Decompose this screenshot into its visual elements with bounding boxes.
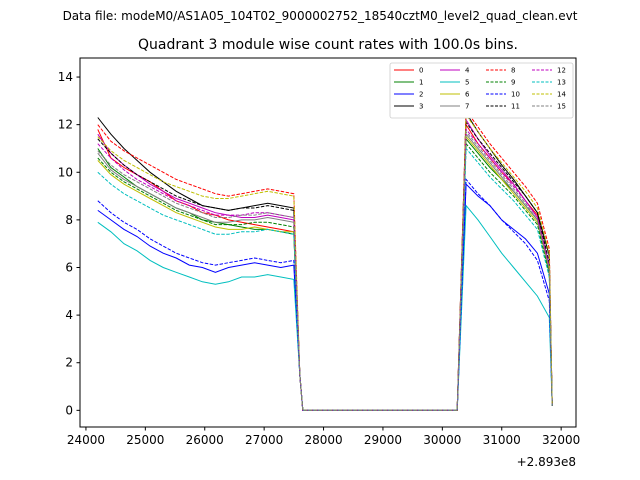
series-line-5 — [97, 204, 553, 411]
series-line-3 — [97, 111, 553, 411]
series-line-13 — [97, 147, 553, 411]
legend-label-8: 8 — [511, 67, 515, 75]
series-line-9 — [97, 142, 553, 411]
legend-label-12: 12 — [557, 67, 566, 75]
x-tick-label: 27000 — [245, 433, 283, 447]
legend-label-15: 15 — [557, 103, 566, 111]
y-tick-label: 8 — [65, 213, 73, 227]
legend-label-4: 4 — [465, 67, 470, 75]
legend-label-0: 0 — [419, 67, 423, 75]
y-tick-label: 6 — [65, 260, 73, 274]
legend-label-6: 6 — [465, 91, 470, 99]
plot-frame — [79, 57, 577, 428]
x-offset-label: +2.893e8 — [517, 455, 576, 469]
legend-box — [389, 62, 574, 119]
series-line-14 — [97, 113, 553, 411]
x-tick-label: 30000 — [423, 433, 461, 447]
x-tick-label: 32000 — [542, 433, 580, 447]
y-tick-label: 12 — [58, 118, 73, 132]
y-tick-label: 10 — [58, 165, 73, 179]
legend-label-2: 2 — [419, 91, 423, 99]
legend-label-7: 7 — [465, 103, 469, 111]
legend-label-5: 5 — [465, 79, 469, 87]
x-tick-label: 25000 — [126, 433, 164, 447]
series-line-4 — [97, 118, 553, 411]
x-tick-label: 28000 — [304, 433, 342, 447]
series-line-6 — [97, 135, 553, 411]
chart-title: Quadrant 3 module wise count rates with … — [138, 37, 518, 53]
series-line-15 — [97, 130, 553, 411]
x-tick-label: 24000 — [67, 433, 105, 447]
legend-label-10: 10 — [511, 91, 520, 99]
series-line-8 — [97, 108, 553, 411]
series-line-0 — [97, 123, 553, 411]
y-tick-label: 2 — [65, 356, 73, 370]
x-tick-label: 26000 — [186, 433, 224, 447]
legend-label-9: 9 — [511, 79, 515, 87]
legend-label-14: 14 — [557, 91, 566, 99]
legend-label-13: 13 — [557, 79, 566, 87]
axes: 24000 25000 26000 27000 28000 29000 30000 31000… — [58, 57, 580, 447]
legend-label-11: 11 — [511, 103, 520, 111]
y-tick-label: 14 — [58, 70, 73, 84]
series-line-12 — [97, 128, 553, 411]
chart-suptitle: Data file: modeM0/AS1A05_104T02_90000027… — [63, 9, 578, 23]
y-tick-label: 0 — [65, 403, 73, 417]
legend-label-1: 1 — [419, 79, 423, 87]
series-line-2 — [97, 183, 553, 411]
legend-label-3: 3 — [419, 103, 423, 111]
series-line-7 — [97, 132, 553, 411]
y-tick-label: 4 — [65, 308, 73, 322]
x-tick-label: 29000 — [364, 433, 402, 447]
series-line-10 — [97, 178, 553, 411]
plot-lines — [97, 108, 553, 411]
series-line-11 — [97, 120, 553, 411]
x-tick-label: 31000 — [483, 433, 521, 447]
